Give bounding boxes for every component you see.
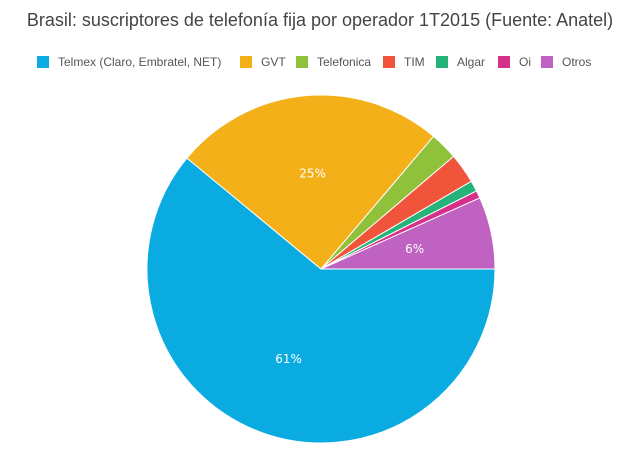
- pie-data-labels: 61% 25% 6%: [275, 167, 424, 366]
- legend-item-telefonica[interactable]: Telefonica: [296, 53, 371, 71]
- chart-title: Brasil: suscriptores de telefonía fija p…: [26, 10, 614, 30]
- legend-swatch: [37, 56, 49, 68]
- legend-item-algar[interactable]: Algar: [436, 53, 485, 71]
- pie-slice-gvt[interactable]: [186, 94, 435, 270]
- legend-swatch: [541, 56, 553, 68]
- legend-label: Telmex (Claro, Embratel, NET): [58, 55, 222, 69]
- legend-label: Telefonica: [317, 55, 372, 69]
- legend-label: TIM: [404, 55, 425, 69]
- legend-item-telmex[interactable]: Telmex (Claro, Embratel, NET): [37, 53, 221, 71]
- legend-item-otros[interactable]: Otros: [541, 53, 591, 71]
- legend-swatch: [296, 56, 308, 68]
- legend-swatch: [240, 56, 252, 68]
- pie-slice-otros[interactable]: [320, 197, 496, 270]
- pie-slice-telmex-claro-embratel-net[interactable]: [146, 157, 496, 444]
- legend-item-gvt[interactable]: GVT: [240, 53, 286, 71]
- slice-data-label: 6%: [405, 242, 424, 256]
- legend-label: GVT: [261, 55, 286, 69]
- legend-item-oi[interactable]: Oi: [498, 53, 531, 71]
- legend-label: Oi: [519, 55, 531, 69]
- slice-data-label: 61%: [275, 352, 302, 366]
- pie-slices: [146, 94, 496, 444]
- legend-swatch: [436, 56, 448, 68]
- legend-swatch: [498, 56, 510, 68]
- legend-label: Algar: [457, 55, 486, 69]
- slice-data-label: 25%: [299, 167, 326, 181]
- legend-swatch: [383, 56, 395, 68]
- legend-item-tim[interactable]: TIM: [383, 53, 425, 71]
- legend-label: Otros: [562, 55, 592, 69]
- chart-legend: Telmex (Claro, Embratel, NET) GVT Telefo…: [0, 53, 640, 71]
